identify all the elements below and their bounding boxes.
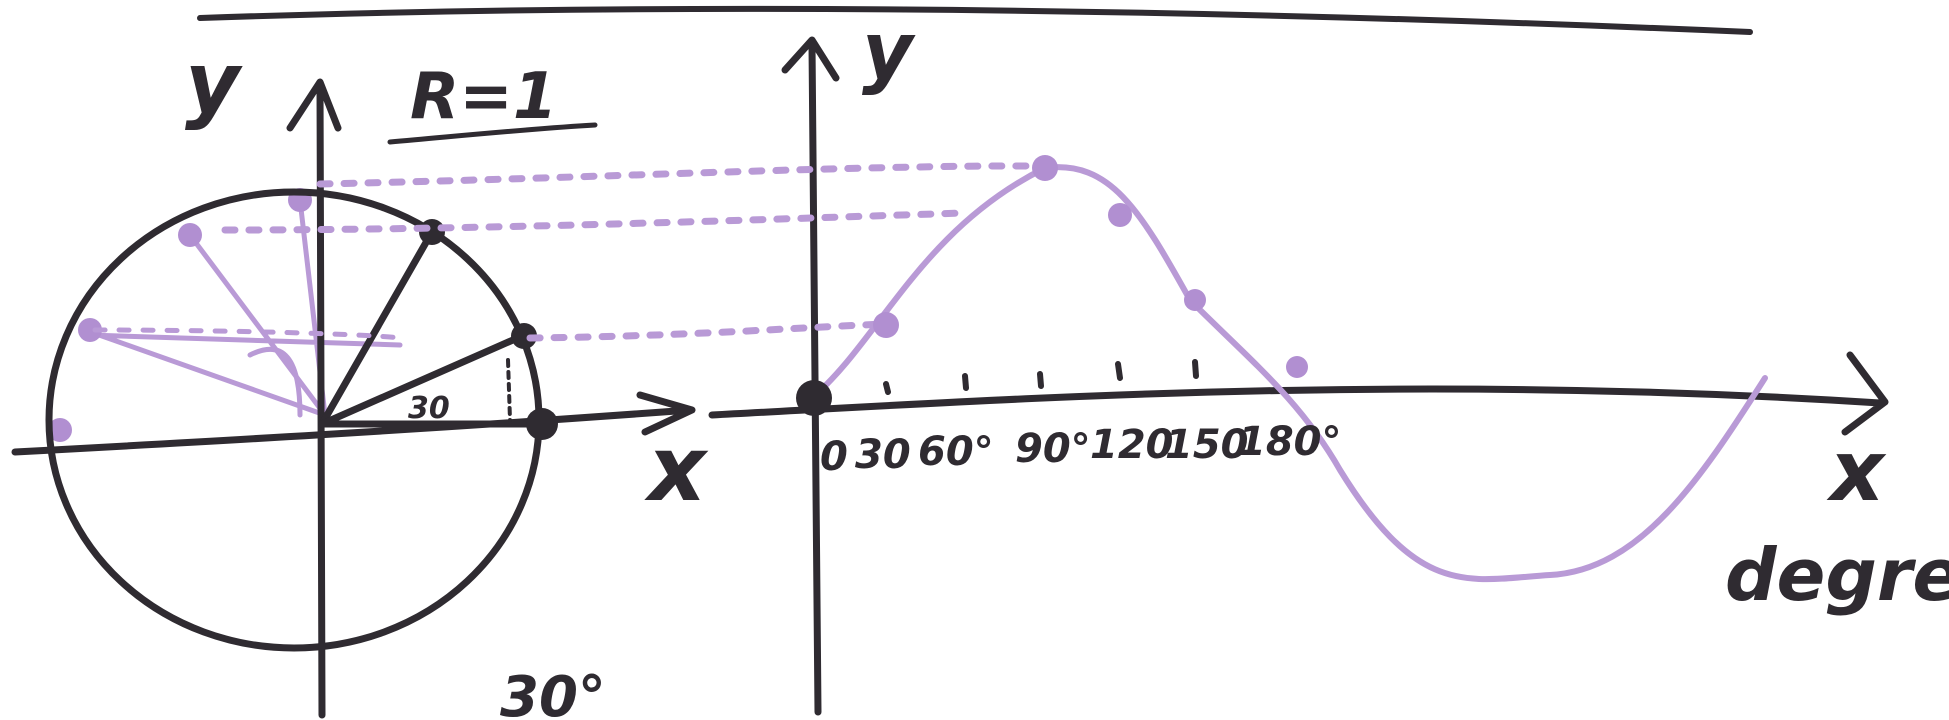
sine-point-30 <box>873 312 899 338</box>
tick-label-90: 90° <box>1015 426 1091 472</box>
projection-line-60 <box>221 209 969 234</box>
origin-point <box>796 380 832 416</box>
circle-y-axis <box>286 78 342 719</box>
circle-point-150 <box>78 318 102 342</box>
projection-line-30 <box>526 320 892 342</box>
tick-label-180: 180° <box>1238 419 1342 465</box>
circle-point-60 <box>419 219 445 245</box>
radius-60 <box>318 228 436 428</box>
projection-line-150 <box>92 327 403 341</box>
altitude-30 <box>506 358 512 422</box>
tick-label-30: 30 <box>855 432 911 478</box>
graph-y-axis <box>781 36 840 716</box>
unit-circle <box>45 188 543 652</box>
angle-label: 30 <box>408 391 450 426</box>
sine-point-90 <box>1032 155 1058 181</box>
circle-point-0 <box>526 408 558 440</box>
tick-label-150: 150 <box>1165 422 1249 468</box>
circle-point-180 <box>48 418 72 442</box>
projection-line-90 <box>316 162 1049 188</box>
sine-point-120 <box>1108 203 1132 227</box>
graph-x-label: x <box>1826 422 1887 520</box>
circle-x-axis <box>11 391 696 456</box>
sine-point-180 <box>1286 356 1308 378</box>
graph-y-label: y <box>862 7 916 97</box>
construction-arc <box>247 347 303 418</box>
sine-curve <box>809 164 1768 583</box>
circle-point-120 <box>178 223 202 247</box>
top-rule <box>197 5 1753 35</box>
graph-x-axis <box>708 351 1889 436</box>
tick-label-0: 0 <box>820 434 848 480</box>
radius-label: R=1 <box>410 60 557 134</box>
sine-point-150 <box>1184 289 1206 311</box>
bottom-label: 30° <box>500 665 606 720</box>
circle-y-label: y <box>185 34 243 132</box>
construction-line-150 <box>82 197 403 418</box>
graph-x-unit-label: degre <box>1725 533 1949 617</box>
circle-point-30 <box>511 323 537 349</box>
radius-label-underline <box>387 122 598 145</box>
x-axis-ticks <box>883 359 1199 395</box>
tick-label-120: 120 <box>1090 422 1174 468</box>
radius-30 <box>318 332 526 428</box>
tick-label-60: 60° <box>918 429 994 475</box>
circle-x-label: x <box>644 417 709 522</box>
